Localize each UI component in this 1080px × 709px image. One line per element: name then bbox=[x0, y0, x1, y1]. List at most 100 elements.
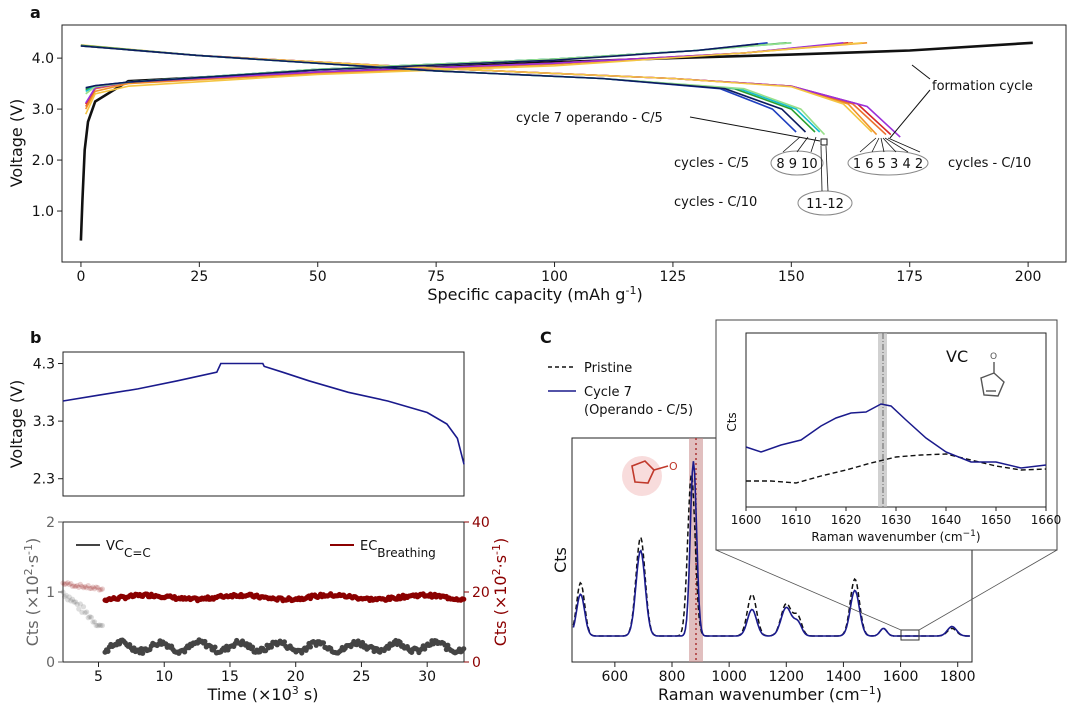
panel-b-vc-point bbox=[249, 644, 256, 650]
panel-a-discharge-curve bbox=[80, 44, 887, 136]
panel-b-top-ytick-label: 3.3 bbox=[33, 414, 55, 430]
panel-b-vc-point-faded bbox=[87, 614, 93, 620]
panel-b-ec-point-faded bbox=[66, 581, 72, 588]
c10b-leader-12 bbox=[825, 145, 829, 192]
formation-leader bbox=[911, 64, 931, 80]
panel-c-xtick-label: 800 bbox=[659, 669, 686, 685]
panel-c-ticks: 600 800 1000 1200 1400 1600 1800 bbox=[601, 662, 976, 685]
panel-b-vc-point-faded bbox=[73, 599, 79, 605]
panel-b-xtick-label: 20 bbox=[287, 669, 305, 685]
inset-xtick-label: 1660 bbox=[1031, 513, 1062, 527]
panel-b-ec-point-faded bbox=[74, 582, 80, 589]
panel-b-ec-point-faded bbox=[80, 585, 87, 591]
panel-a-discharge-curve bbox=[80, 44, 873, 133]
panel-b-ec-point-faded bbox=[84, 585, 90, 591]
panel-b-ytick-left-label: 0 bbox=[46, 655, 55, 671]
panel-b-vc-point bbox=[212, 644, 218, 650]
inset-molecule-label: VC bbox=[946, 347, 968, 366]
panel-b-ec-point-faded bbox=[99, 586, 106, 592]
panel-b-ec-point-faded bbox=[90, 584, 96, 590]
panel-b-vc-point-faded bbox=[77, 601, 83, 607]
panel-b-vc-point-faded bbox=[93, 622, 99, 629]
panel-b-ec-point-faded bbox=[85, 582, 91, 589]
panel-b-vc-point-faded bbox=[82, 610, 88, 616]
panel-b-vc-point bbox=[105, 648, 111, 654]
panel-a-charge-curve bbox=[85, 43, 759, 89]
panel-b-vc-point-faded bbox=[61, 594, 68, 600]
c10-cycle-numbers: 1 6 5 3 4 2 bbox=[853, 157, 923, 172]
panel-b-vc-point bbox=[140, 650, 146, 656]
panel-letter-b: b bbox=[30, 328, 41, 347]
panel-c-raman: 600 800 1000 1200 1400 1600 1800 Raman wavenum… bbox=[548, 319, 1062, 705]
panel-a-xtick-label: 50 bbox=[309, 269, 327, 285]
c10-leader-1 bbox=[859, 137, 877, 153]
panel-a-xtick-label: 200 bbox=[1015, 269, 1042, 285]
zoom-region-box bbox=[900, 629, 920, 641]
panel-a-xtick-label: 150 bbox=[778, 269, 805, 285]
panel-b-vc-point-faded bbox=[79, 609, 85, 615]
inset-ylabel: Cts bbox=[725, 412, 739, 431]
inset-ticks: 1600 1610 1620 1630 1640 1650 1660 bbox=[731, 507, 1062, 527]
panel-a-xtick-label: 175 bbox=[896, 269, 923, 285]
zoom-connector-left bbox=[715, 549, 902, 631]
svg-text:O: O bbox=[990, 352, 997, 362]
panel-c-xtick-label: 1800 bbox=[940, 669, 976, 685]
panel-a-charge-curve bbox=[84, 42, 853, 107]
panel-b-ytick-left-label: 2 bbox=[46, 515, 55, 531]
panel-b-vc-point-faded bbox=[99, 622, 106, 629]
formation-cycle-label: formation cycle bbox=[932, 79, 1033, 94]
panel-b-xtick-label: 25 bbox=[353, 669, 371, 685]
panel-b-ec-point-faded bbox=[88, 585, 94, 591]
c10b-cycles-label: cycles - C/10 bbox=[674, 195, 757, 210]
c10-cycles-label: cycles - C/10 bbox=[948, 156, 1031, 171]
panel-a-discharge-curve bbox=[80, 45, 892, 136]
panel-c-series bbox=[572, 461, 970, 637]
panel-b-ec-point-faded bbox=[95, 584, 101, 591]
panel-c-xlabel: Raman wavenumber (cm−1) bbox=[658, 684, 882, 705]
c10b-leader-11 bbox=[820, 145, 823, 192]
panel-b-top-ylabel: Voltage (V) bbox=[7, 380, 26, 469]
panel-b-vc-point-faded bbox=[98, 622, 104, 629]
legend-vc-label: VCC=C bbox=[106, 539, 151, 560]
legend-ec-label: ECBreathing bbox=[360, 539, 436, 560]
panel-b-ylabel-right: Cts (×102·s-1) bbox=[490, 538, 511, 647]
panel-b-xlabel: Time (×103 s) bbox=[207, 684, 319, 705]
panel-b-ytick-right-label: 20 bbox=[472, 585, 490, 601]
panel-b-ec-point-faded bbox=[79, 583, 85, 590]
panel-b-vc-point bbox=[320, 640, 327, 646]
panel-a-charge-curve bbox=[79, 41, 1033, 241]
panel-b-vc-point bbox=[307, 644, 314, 650]
panel-b-top-ytick-label: 2.3 bbox=[33, 472, 55, 488]
c10-ellipse bbox=[847, 150, 929, 176]
panel-b-vc-point bbox=[397, 639, 403, 645]
c10-leader-5 bbox=[880, 137, 885, 153]
panel-b-xtick-label: 30 bbox=[418, 669, 436, 685]
c10-leader-2 bbox=[887, 137, 921, 153]
panel-a-discharge-curve bbox=[80, 45, 807, 133]
panel-c-xtick-label: 600 bbox=[601, 669, 628, 685]
panel-a-ytick-label: 3.0 bbox=[32, 102, 54, 118]
panel-letter-a: a bbox=[30, 3, 41, 22]
c10-leader-3 bbox=[882, 137, 897, 153]
c5-leader-10 bbox=[810, 136, 817, 153]
panel-b-vc-point-faded bbox=[66, 594, 72, 600]
panel-b-ytick-right-label: 0 bbox=[472, 655, 481, 671]
panel-b-vc-point-faded bbox=[84, 609, 90, 615]
panel-c-cycle7-curve bbox=[572, 461, 970, 637]
vc-molecule-icon: O bbox=[980, 352, 1005, 397]
panel-b-ec-point-faded bbox=[65, 580, 71, 586]
panel-c-xtick-label: 1400 bbox=[826, 669, 862, 685]
panel-a-series bbox=[79, 41, 1033, 241]
panel-letter-c: C bbox=[540, 328, 552, 347]
panel-a-xtick-label: 0 bbox=[76, 269, 85, 285]
panel-a-ylabel: Voltage (V) bbox=[7, 99, 26, 188]
inset-series bbox=[745, 403, 1047, 484]
panel-b-top-voltage-time: 2.3 3.3 4.3 Voltage (V) bbox=[7, 351, 465, 497]
c10b-cycle-numbers: 11-12 bbox=[806, 197, 844, 212]
panel-b-xtick-label: 10 bbox=[155, 669, 173, 685]
panel-b-vc-point-faded bbox=[63, 592, 69, 598]
panel-b-ec-point-faded bbox=[68, 580, 74, 587]
operando-marker bbox=[820, 138, 828, 146]
panel-b-top-ytick-label: 4.3 bbox=[33, 357, 55, 373]
panel-b-xtick-label: 5 bbox=[94, 669, 103, 685]
